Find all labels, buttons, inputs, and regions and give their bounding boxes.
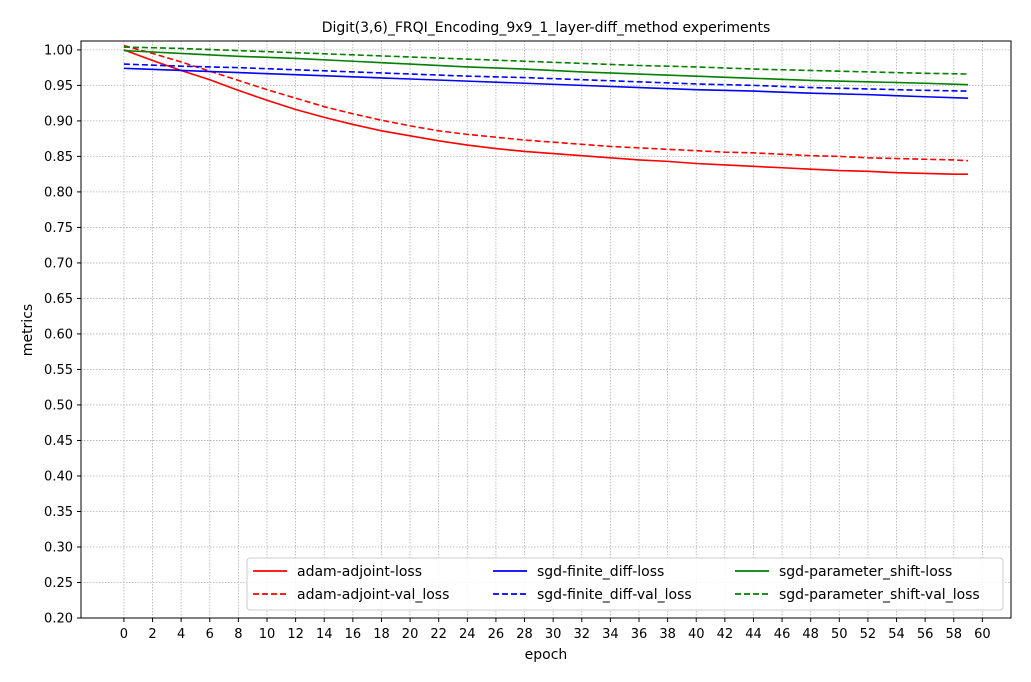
x-tick-label: 32	[573, 627, 590, 642]
x-tick-label: 20	[402, 627, 419, 642]
x-tick-label: 52	[860, 627, 877, 642]
y-tick-label: 0.85	[44, 150, 73, 165]
y-tick-label: 0.40	[44, 469, 73, 484]
x-tick-label: 38	[659, 627, 676, 642]
x-tick-label: 42	[717, 627, 734, 642]
chart-title: Digit(3,6)_FRQI_Encoding_9x9_1_layer-dif…	[322, 20, 771, 36]
series-lines	[123, 44, 969, 175]
y-tick-label: 1.00	[44, 43, 73, 58]
x-tick-label: 50	[831, 627, 848, 642]
series-line-sgd-finite_diff-val_loss	[123, 63, 969, 92]
y-tick-label: 0.95	[44, 79, 73, 94]
legend: adam-adjoint-loss sgd-finite_diff-loss sgd…	[246, 557, 1004, 611]
x-tick-label: 12	[287, 627, 304, 642]
x-tick-label: 6	[206, 627, 214, 642]
y-tick-label: 0.20	[44, 612, 73, 627]
y-tick-label: 0.75	[44, 221, 73, 236]
y-tick-label: 0.65	[44, 292, 73, 307]
legend-label: sgd-parameter_shift-val_loss	[779, 587, 980, 603]
series-line-adam-adjoint-val_loss	[123, 44, 969, 162]
grid	[81, 41, 1011, 619]
x-tick-label: 30	[545, 627, 562, 642]
x-tick-label: 56	[917, 627, 934, 642]
y-axis-title: metrics	[20, 304, 36, 356]
y-tick-label: 0.50	[44, 398, 73, 413]
legend-label: sgd-finite_diff-loss	[537, 564, 664, 580]
x-tick-label: 2	[148, 627, 156, 642]
x-tick-label: 46	[774, 627, 791, 642]
x-tick-label: 0	[120, 627, 128, 642]
x-tick-label: 22	[430, 627, 447, 642]
y-tick-label: 0.55	[44, 363, 73, 378]
x-tick-label: 28	[516, 627, 533, 642]
y-tick-label: 0.25	[44, 576, 73, 591]
x-tick-label: 60	[974, 627, 991, 642]
x-tick-label: 14	[316, 627, 333, 642]
y-tick-label: 0.80	[44, 185, 73, 200]
y-tick-label: 0.35	[44, 505, 73, 520]
y-axis-ticks: 0.20 0.25 0.30 0.35 0.40 0.45 0.50 0.55 0.60 0.65…	[44, 43, 81, 627]
series-line-sgd-finite_diff-loss	[123, 67, 969, 99]
series-line-adam-adjoint-loss	[123, 49, 969, 175]
x-tick-label: 54	[888, 627, 905, 642]
y-tick-label: 0.90	[44, 114, 73, 129]
x-tick-label: 10	[259, 627, 276, 642]
legend-box	[246, 557, 1004, 611]
x-tick-label: 58	[945, 627, 962, 642]
legend-label: sgd-parameter_shift-loss	[779, 564, 952, 580]
x-tick-label: 4	[177, 627, 185, 642]
x-tick-label: 24	[459, 627, 476, 642]
legend-label: sgd-finite_diff-val_loss	[537, 587, 692, 603]
series-line-sgd-parameter_shift-loss	[123, 49, 969, 86]
x-tick-label: 18	[373, 627, 390, 642]
x-tick-label: 34	[602, 627, 619, 642]
legend-label: adam-adjoint-loss	[297, 564, 422, 580]
y-tick-label: 0.60	[44, 327, 73, 342]
y-tick-label: 0.30	[44, 540, 73, 555]
y-tick-label: 0.70	[44, 256, 73, 271]
x-tick-label: 36	[631, 627, 648, 642]
x-tick-label: 26	[488, 627, 505, 642]
x-tick-label: 40	[688, 627, 705, 642]
series-line-sgd-parameter_shift-val_loss	[123, 46, 969, 75]
x-axis-title: epoch	[525, 647, 568, 663]
x-tick-label: 48	[802, 627, 819, 642]
y-tick-label: 0.45	[44, 434, 73, 449]
legend-label: adam-adjoint-val_loss	[297, 587, 449, 603]
plot-frame	[80, 40, 1012, 619]
x-tick-label: 44	[745, 627, 762, 642]
x-tick-label: 8	[234, 627, 242, 642]
x-axis-ticks: 0 2 4 6 8 10 12 14 16 18 20 22 24 26 28 30 32 34 36 38 40 42 4…	[120, 618, 991, 642]
x-tick-label: 16	[345, 627, 362, 642]
